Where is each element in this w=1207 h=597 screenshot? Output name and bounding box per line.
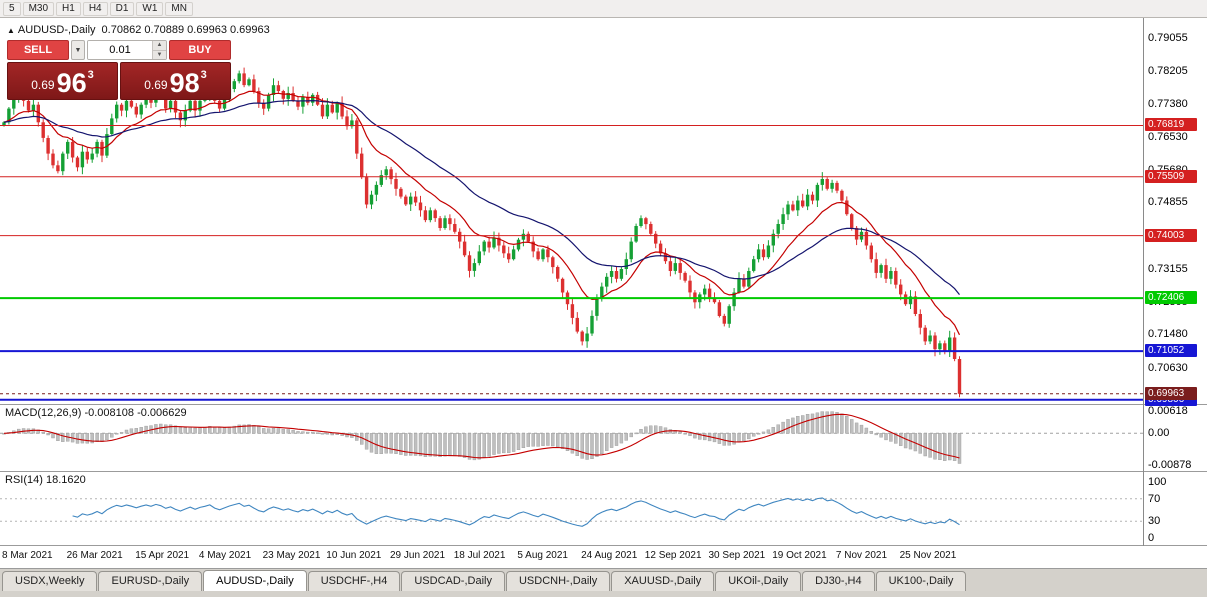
level-price-badge: 0.75509 <box>1145 169 1197 183</box>
date-tick-label: 23 May 2021 <box>262 550 321 561</box>
date-tick-label: 5 Aug 2021 <box>517 550 568 561</box>
bid-big-digits: 96 <box>56 68 87 98</box>
sell-button[interactable]: SELL <box>7 40 69 60</box>
timeframe-button-m30[interactable]: M30 <box>22 1 55 16</box>
main-chart-canvas[interactable] <box>0 18 1143 404</box>
chart-tab-usdcad-daily[interactable]: USDCAD-,Daily <box>401 571 505 591</box>
macd-axis-label: 0.00 <box>1148 427 1170 440</box>
ask-prefix: 0.69 <box>144 78 168 92</box>
price-tick-label: 0.78205 <box>1148 65 1188 78</box>
chart-tab-dj30-h4[interactable]: DJ30-,H4 <box>802 571 875 591</box>
macd-canvas[interactable] <box>0 405 1143 471</box>
volume-field: ▲ ▼ <box>87 40 167 60</box>
bid-prefix: 0.69 <box>31 78 55 92</box>
level-price-badge: 0.74003 <box>1145 228 1197 242</box>
date-tick-label: 19 Oct 2021 <box>772 550 827 561</box>
price-tick-label: 0.71480 <box>1148 328 1188 341</box>
date-tick-label: 4 May 2021 <box>198 550 252 561</box>
rsi-axis-label: 70 <box>1148 492 1161 505</box>
volume-down-icon[interactable]: ▼ <box>153 50 166 59</box>
chart-tab-ukoil-daily[interactable]: UKOil-,Daily <box>715 571 802 591</box>
date-tick-label: 26 Mar 2021 <box>66 550 123 561</box>
date-tick-label: 24 Aug 2021 <box>581 550 638 561</box>
rsi-axis-label: 30 <box>1148 515 1161 528</box>
macd-panel-separator[interactable] <box>0 404 1207 405</box>
date-tick-label: 8 Mar 2021 <box>2 550 53 561</box>
chart-tab-audusd-daily[interactable]: AUDUSD-,Daily <box>203 570 307 591</box>
chart-tab-usdx-weekly[interactable]: USDX,Weekly <box>2 571 98 591</box>
chart-tab-usdchf-h4[interactable]: USDCHF-,H4 <box>307 571 401 591</box>
date-tick-label: 25 Nov 2021 <box>899 550 957 561</box>
ohlc-values: 0.70862 0.70889 0.69963 0.69963 <box>101 24 270 36</box>
timeframe-button-d1[interactable]: D1 <box>109 1 135 16</box>
date-axis-separator <box>0 545 1207 546</box>
price-tick-label: 0.73155 <box>1148 262 1188 275</box>
rsi-canvas[interactable] <box>0 472 1143 545</box>
level-price-badge: 0.76819 <box>1145 118 1197 132</box>
macd-axis-label: -0.00878 <box>1148 459 1192 471</box>
date-tick-label: 29 Jun 2021 <box>390 550 446 561</box>
date-tick-label: 18 Jul 2021 <box>453 550 506 561</box>
rsi-indicator-label: RSI(14) 18.1620 <box>5 474 86 486</box>
rsi-axis-label: 100 <box>1148 476 1167 488</box>
price-tick-label: 0.70630 <box>1148 361 1188 374</box>
date-tick-label: 7 Nov 2021 <box>835 550 888 561</box>
chart-tab-eurusd-daily[interactable]: EURUSD-,Daily <box>98 571 203 591</box>
bid-price-display[interactable]: 0.69 96 3 <box>7 62 118 100</box>
ask-price-display[interactable]: 0.69 98 3 <box>120 62 231 100</box>
price-tick-label: 0.76530 <box>1148 130 1188 143</box>
chevron-down-icon: ▼ <box>74 46 82 54</box>
trade-prices-row: 0.69 96 3 0.69 98 3 <box>7 62 231 100</box>
buy-button[interactable]: BUY <box>169 40 231 60</box>
chart-title: ▲ AUDUSD-,Daily 0.70862 0.70889 0.69963 0.… <box>7 24 270 36</box>
volume-input[interactable] <box>88 41 152 59</box>
rsi-axis-label: 0 <box>1148 532 1155 544</box>
chart-tab-usdcnh-daily[interactable]: USDCNH-,Daily <box>505 571 611 591</box>
volume-stepper: ▲ ▼ <box>152 41 166 59</box>
bid-pip-fraction: 3 <box>87 69 94 81</box>
timeframe-button-5[interactable]: 5 <box>3 1 21 16</box>
order-options-dropdown[interactable]: ▼ <box>71 40 85 60</box>
macd-indicator-label: MACD(12,26,9) -0.008108 -0.006629 <box>5 407 187 419</box>
date-tick-label: 30 Sep 2021 <box>708 550 766 561</box>
rsi-panel-separator[interactable] <box>0 471 1207 472</box>
trade-controls-row: SELL ▼ ▲ ▼ BUY <box>7 40 231 60</box>
price-tick-label: 0.77380 <box>1148 97 1188 110</box>
ask-pip-fraction: 3 <box>200 69 207 81</box>
level-price-badge: 0.71052 <box>1145 344 1197 358</box>
price-axis-separator <box>1143 18 1144 546</box>
one-click-trading-panel: SELL ▼ ▲ ▼ BUY 0.69 96 3 0.69 98 3 <box>7 40 231 100</box>
timeframe-button-h4[interactable]: H4 <box>82 1 108 16</box>
current-bid-badge: 0.69963 <box>1145 386 1197 400</box>
chart-tab-xauusd-daily[interactable]: XAUUSD-,Daily <box>611 571 715 591</box>
level-price-badge: 0.72406 <box>1145 291 1197 305</box>
timeframe-button-h1[interactable]: H1 <box>56 1 81 16</box>
date-tick-label: 15 Apr 2021 <box>135 550 190 561</box>
timeframe-button-w1[interactable]: W1 <box>136 1 164 16</box>
timeframe-toolbar: 5 M30 H1 H4 D1 W1 MN <box>0 0 1207 18</box>
chart-tab-uk100-daily[interactable]: UK100-,Daily <box>875 571 967 591</box>
date-tick-label: 12 Sep 2021 <box>644 550 702 561</box>
chart-tab-bar: USDX,Weekly EURUSD-,Daily AUDUSD-,Daily USD… <box>0 568 1207 597</box>
price-tick-label: 0.79055 <box>1148 32 1188 45</box>
macd-axis-label: 0.00618 <box>1148 405 1188 417</box>
timeframe-button-mn[interactable]: MN <box>165 1 193 16</box>
date-tick-label: 10 Jun 2021 <box>326 550 382 561</box>
price-tick-label: 0.74855 <box>1148 196 1188 209</box>
volume-up-icon[interactable]: ▲ <box>153 41 166 51</box>
triangle-icon: ▲ <box>7 26 15 35</box>
ask-big-digits: 98 <box>169 68 200 98</box>
symbol-period-label: AUDUSD-,Daily <box>17 24 96 36</box>
